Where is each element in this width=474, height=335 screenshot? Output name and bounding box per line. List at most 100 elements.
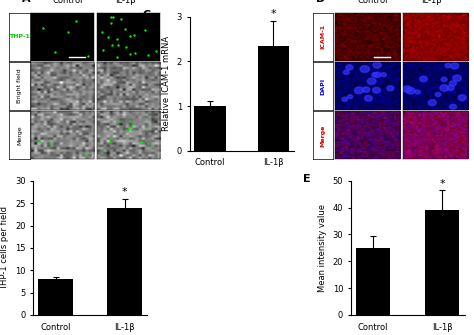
Polygon shape: [450, 104, 456, 109]
Point: [107, 14, 115, 19]
Point: [143, 112, 151, 118]
Text: Merge: Merge: [17, 126, 22, 145]
Polygon shape: [447, 85, 454, 90]
Point: [105, 34, 112, 40]
Point: [138, 139, 146, 145]
Polygon shape: [363, 87, 370, 92]
Point: [128, 128, 135, 133]
Polygon shape: [458, 95, 466, 100]
Point: [107, 135, 115, 140]
Text: DAPI: DAPI: [321, 77, 326, 94]
Polygon shape: [347, 95, 353, 98]
Bar: [356, 248, 391, 315]
Polygon shape: [360, 66, 369, 72]
Text: C: C: [143, 10, 151, 20]
Point: [126, 33, 134, 39]
Point: [99, 48, 107, 53]
Point: [109, 15, 116, 20]
Point: [35, 139, 43, 144]
Point: [147, 144, 155, 149]
Point: [46, 140, 54, 146]
Point: [144, 53, 152, 58]
Text: *: *: [271, 9, 276, 19]
Point: [131, 50, 139, 56]
Text: ICAM-1: ICAM-1: [321, 24, 326, 49]
Polygon shape: [403, 86, 411, 92]
Point: [118, 16, 125, 22]
Bar: [107, 208, 142, 315]
Polygon shape: [343, 70, 349, 74]
Point: [144, 140, 151, 146]
Polygon shape: [373, 62, 381, 68]
Point: [121, 26, 129, 31]
Point: [106, 140, 113, 145]
Polygon shape: [342, 97, 347, 102]
Point: [107, 21, 115, 26]
Point: [125, 125, 132, 130]
Point: [127, 51, 134, 57]
Text: A: A: [22, 0, 30, 4]
Point: [141, 27, 149, 32]
Point: [108, 42, 116, 48]
Polygon shape: [445, 63, 451, 68]
Bar: [425, 210, 459, 315]
Point: [41, 132, 49, 137]
Point: [64, 30, 72, 35]
Point: [115, 118, 122, 123]
Point: [101, 148, 109, 153]
Polygon shape: [441, 77, 447, 82]
Point: [123, 45, 130, 50]
Bar: [194, 106, 226, 151]
Polygon shape: [372, 72, 378, 77]
Point: [97, 147, 105, 152]
Y-axis label: Relative ICAM-1 mRNA: Relative ICAM-1 mRNA: [162, 36, 171, 131]
Polygon shape: [387, 86, 394, 91]
Point: [72, 18, 80, 24]
Polygon shape: [415, 90, 420, 94]
Text: IL-1β: IL-1β: [115, 0, 136, 5]
Polygon shape: [355, 87, 364, 94]
Point: [130, 32, 138, 38]
Text: Merge: Merge: [321, 124, 326, 146]
Point: [123, 127, 130, 132]
Polygon shape: [449, 81, 456, 86]
Polygon shape: [406, 87, 415, 94]
Point: [128, 124, 136, 129]
Polygon shape: [374, 72, 381, 77]
Point: [81, 151, 89, 156]
Point: [152, 48, 159, 54]
Polygon shape: [450, 63, 459, 69]
Text: E: E: [303, 174, 310, 184]
Polygon shape: [346, 65, 353, 70]
Point: [146, 122, 153, 127]
Point: [98, 29, 105, 35]
Polygon shape: [453, 75, 461, 81]
Text: Bright field: Bright field: [17, 69, 22, 104]
Point: [35, 144, 43, 150]
Text: D: D: [316, 0, 325, 4]
Point: [137, 150, 145, 155]
Y-axis label: Mean intensity value: Mean intensity value: [318, 204, 327, 292]
Polygon shape: [367, 78, 376, 84]
Bar: [257, 46, 289, 151]
Text: *: *: [439, 179, 445, 189]
Polygon shape: [428, 100, 437, 106]
Point: [113, 54, 121, 59]
Polygon shape: [419, 76, 428, 82]
Polygon shape: [381, 73, 386, 77]
Point: [123, 134, 131, 139]
Point: [127, 119, 134, 124]
Y-axis label: THP-1 cells per field: THP-1 cells per field: [0, 206, 9, 290]
Text: THP-1: THP-1: [9, 34, 30, 39]
Polygon shape: [365, 95, 373, 101]
Polygon shape: [435, 92, 441, 96]
Polygon shape: [440, 85, 449, 91]
Text: Control: Control: [358, 0, 388, 5]
Text: *: *: [122, 187, 128, 197]
Point: [52, 49, 59, 54]
Point: [117, 149, 125, 154]
Bar: [38, 279, 73, 315]
Polygon shape: [373, 87, 381, 93]
Point: [113, 37, 121, 42]
Point: [84, 53, 92, 58]
